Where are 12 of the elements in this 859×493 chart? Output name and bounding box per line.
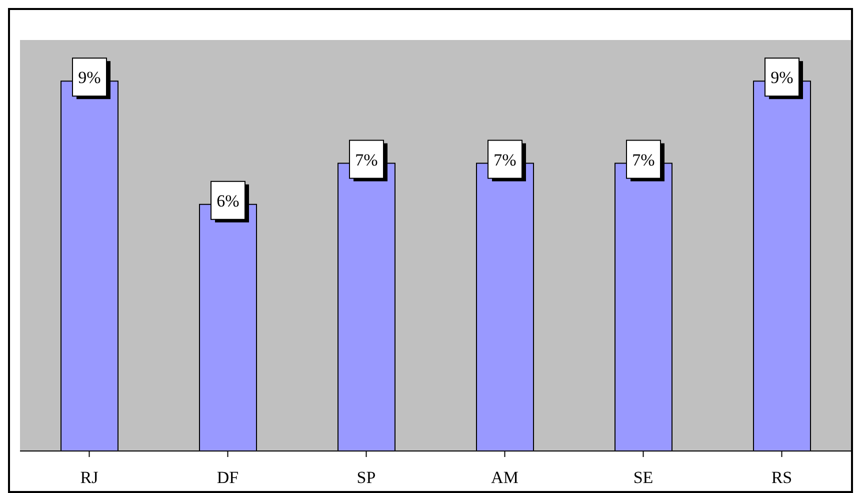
data-label: 7% [632,150,655,170]
data-label: 9% [770,68,794,88]
x-tick-label: DF [216,468,239,488]
x-tick-label: RS [771,468,792,488]
x-tick-label: RJ [80,468,99,488]
x-tick-label: SP [356,468,376,488]
data-label: 7% [355,150,378,170]
data-label: 9% [78,68,101,88]
x-tick-label: SE [633,468,654,488]
data-label: 6% [216,191,240,210]
x-tick-label: AM [491,468,518,488]
data-label: 7% [494,150,516,170]
